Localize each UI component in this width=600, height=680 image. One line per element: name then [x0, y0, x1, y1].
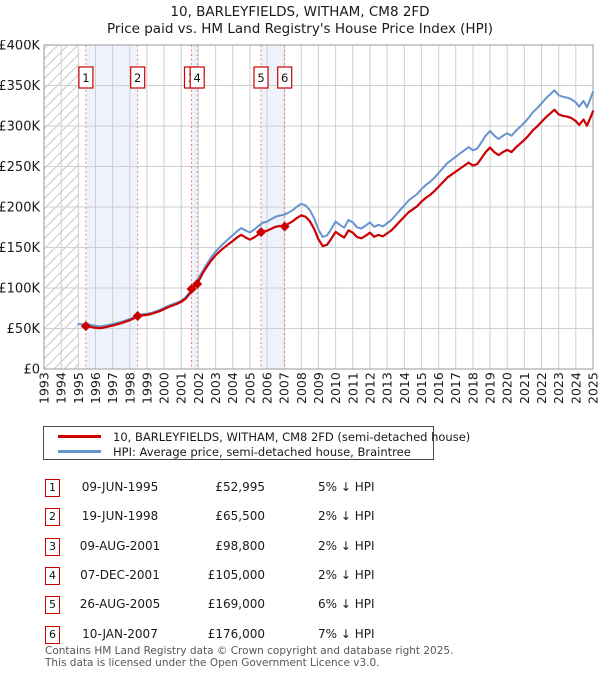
sale-row: 2 19-JUN-1998 £65,500 2% ↓ HPI — [0, 506, 600, 535]
svg-text:1997: 1997 — [105, 372, 120, 404]
sale-price: £105,000 — [207, 567, 265, 582]
svg-text:2017: 2017 — [448, 372, 463, 404]
sale-number-badge: 2 — [45, 508, 60, 527]
svg-text:£0: £0 — [23, 363, 40, 378]
svg-text:£50K: £50K — [7, 322, 41, 337]
svg-text:2019: 2019 — [483, 372, 498, 404]
sale-number-badge: 3 — [45, 537, 60, 556]
svg-text:2024: 2024 — [568, 372, 583, 404]
footer-line-2: This data is licensed under the Open Gov… — [45, 656, 380, 669]
sale-row: 6 10-JAN-2007 £176,000 7% ↓ HPI — [0, 624, 600, 653]
sale-date: 07-DEC-2001 — [80, 567, 160, 582]
svg-text:1999: 1999 — [139, 372, 154, 404]
svg-text:1998: 1998 — [122, 372, 137, 404]
sale-price: £98,800 — [215, 538, 265, 553]
sale-hpi-delta: 6% ↓ HPI — [318, 597, 375, 612]
svg-text:5: 5 — [257, 71, 264, 85]
page-subtitle: Price paid vs. HM Land Registry's House … — [107, 21, 493, 37]
svg-text:2001: 2001 — [174, 372, 189, 404]
legend-label: 10, BARLEYFIELDS, WITHAM, CM8 2FD (semi-… — [113, 429, 471, 444]
svg-text:2004: 2004 — [225, 372, 240, 404]
svg-text:£400K: £400K — [0, 40, 40, 54]
svg-text:1996: 1996 — [88, 372, 103, 404]
page-title: 10, BARLEYFIELDS, WITHAM, CM8 2FD — [170, 4, 430, 20]
sale-number-badge: 5 — [45, 596, 60, 615]
chart-legend: 10, BARLEYFIELDS, WITHAM, CM8 2FD (semi-… — [43, 426, 470, 460]
svg-text:2010: 2010 — [328, 372, 343, 404]
sale-number-badge: 6 — [45, 625, 60, 644]
sale-hpi-delta: 2% ↓ HPI — [318, 509, 375, 524]
sale-price: £176,000 — [207, 626, 265, 641]
legend-item: HPI: Average price, semi-detached house,… — [44, 444, 433, 459]
svg-text:2021: 2021 — [517, 372, 532, 404]
sale-price: £52,995 — [215, 480, 265, 494]
sale-price: £169,000 — [207, 597, 265, 612]
svg-text:2007: 2007 — [277, 372, 292, 404]
sale-row: 5 26-AUG-2005 £169,000 6% ↓ HPI — [0, 594, 600, 623]
svg-text:2: 2 — [134, 71, 141, 85]
svg-text:2008: 2008 — [294, 372, 309, 404]
sale-hpi-delta: 7% ↓ HPI — [318, 626, 375, 641]
svg-text:£300K: £300K — [0, 120, 40, 135]
svg-text:£250K: £250K — [0, 160, 40, 175]
svg-text:2013: 2013 — [380, 372, 395, 404]
svg-text:2025: 2025 — [586, 372, 600, 404]
sale-hpi-delta: 2% ↓ HPI — [318, 538, 375, 553]
legend-label: HPI: Average price, semi-detached house,… — [113, 444, 411, 459]
sale-row: 4 07-DEC-2001 £105,000 2% ↓ HPI — [0, 565, 600, 594]
svg-text:2006: 2006 — [260, 372, 275, 404]
legend-item: 10, BARLEYFIELDS, WITHAM, CM8 2FD (semi-… — [44, 429, 470, 444]
svg-text:4: 4 — [194, 71, 201, 85]
svg-text:1994: 1994 — [54, 372, 69, 404]
svg-text:1995: 1995 — [71, 372, 86, 404]
svg-text:2011: 2011 — [345, 372, 360, 404]
svg-text:6: 6 — [281, 71, 288, 85]
price-history-chart: 123456£0£50K£100K£150K£200K£250K£300K£35… — [0, 40, 600, 404]
svg-text:2015: 2015 — [414, 372, 429, 404]
svg-text:2023: 2023 — [551, 372, 566, 404]
legend-line-swatch — [58, 435, 101, 438]
svg-text:2009: 2009 — [311, 372, 326, 404]
svg-text:2012: 2012 — [362, 372, 377, 404]
svg-text:1993: 1993 — [37, 372, 52, 404]
sale-date: 10-JAN-2007 — [82, 626, 158, 641]
sale-number-badge: 4 — [45, 566, 60, 585]
sale-date: 19-JUN-1998 — [81, 509, 159, 524]
svg-text:£150K: £150K — [0, 241, 40, 256]
sale-price: £65,500 — [215, 509, 265, 524]
sale-date: 26-AUG-2005 — [79, 597, 161, 612]
footer-line-1: Contains HM Land Registry data © Crown c… — [45, 645, 454, 657]
svg-text:£100K: £100K — [0, 282, 40, 297]
svg-text:2014: 2014 — [397, 372, 412, 404]
sale-row: 1 09-JUN-1995 £52,995 5% ↓ HPI — [0, 477, 600, 506]
svg-text:1: 1 — [82, 71, 89, 85]
svg-text:£350K: £350K — [0, 79, 40, 94]
sale-date: 09-AUG-2001 — [79, 538, 161, 553]
svg-text:2002: 2002 — [191, 372, 206, 404]
svg-text:£200K: £200K — [0, 201, 40, 216]
legend-line-swatch — [58, 450, 101, 453]
svg-text:2005: 2005 — [242, 372, 257, 404]
sale-row: 3 09-AUG-2001 £98,800 2% ↓ HPI — [0, 536, 600, 565]
svg-text:2016: 2016 — [431, 372, 446, 404]
sale-hpi-delta: 2% ↓ HPI — [318, 567, 375, 582]
svg-text:2003: 2003 — [208, 372, 223, 404]
svg-text:2000: 2000 — [157, 372, 172, 404]
sale-date: 09-JUN-1995 — [81, 480, 159, 494]
svg-text:2022: 2022 — [534, 372, 549, 404]
license-footer: Contains HM Land Registry data © Crown c… — [45, 645, 454, 669]
sale-number-badge: 1 — [45, 479, 60, 497]
svg-text:2020: 2020 — [500, 372, 515, 404]
sale-hpi-delta: 5% ↓ HPI — [318, 480, 375, 494]
svg-text:2018: 2018 — [465, 372, 480, 404]
